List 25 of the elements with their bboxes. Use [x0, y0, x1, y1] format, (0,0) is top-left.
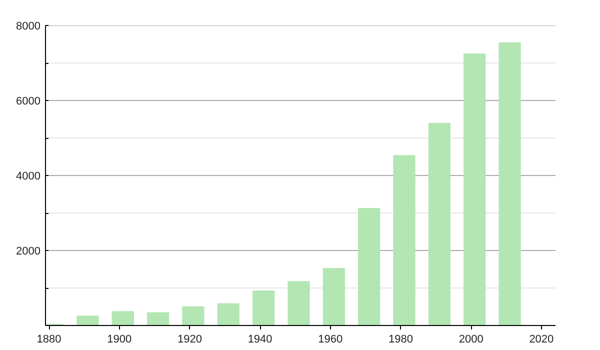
x-tick-label: 1940: [248, 334, 272, 346]
bar: [182, 306, 204, 326]
x-tick-label: 2000: [458, 334, 484, 346]
x-tick-label: 1900: [107, 334, 132, 346]
bar: [147, 312, 170, 326]
x-tick-label: 2020: [529, 334, 554, 346]
x-tick-label: 1880: [36, 334, 62, 346]
bar: [288, 281, 310, 326]
bar: [217, 303, 240, 326]
x-tick-label: 1960: [318, 334, 343, 346]
bar: [498, 42, 521, 326]
bar: [76, 316, 99, 326]
y-tick-label: 8000: [16, 20, 41, 32]
bar: [252, 290, 275, 326]
bar: [393, 155, 416, 326]
y-tick-label: 6000: [16, 96, 41, 108]
x-tick-label: 1980: [388, 334, 413, 346]
bar: [464, 54, 486, 326]
bar: [428, 122, 450, 326]
x-tick-label: 1920: [177, 334, 202, 346]
bar: [322, 268, 345, 326]
bar: [358, 208, 380, 326]
y-tick-label: 4000: [16, 170, 41, 182]
bar: [112, 311, 134, 326]
y-tick-label: 2000: [16, 246, 41, 258]
